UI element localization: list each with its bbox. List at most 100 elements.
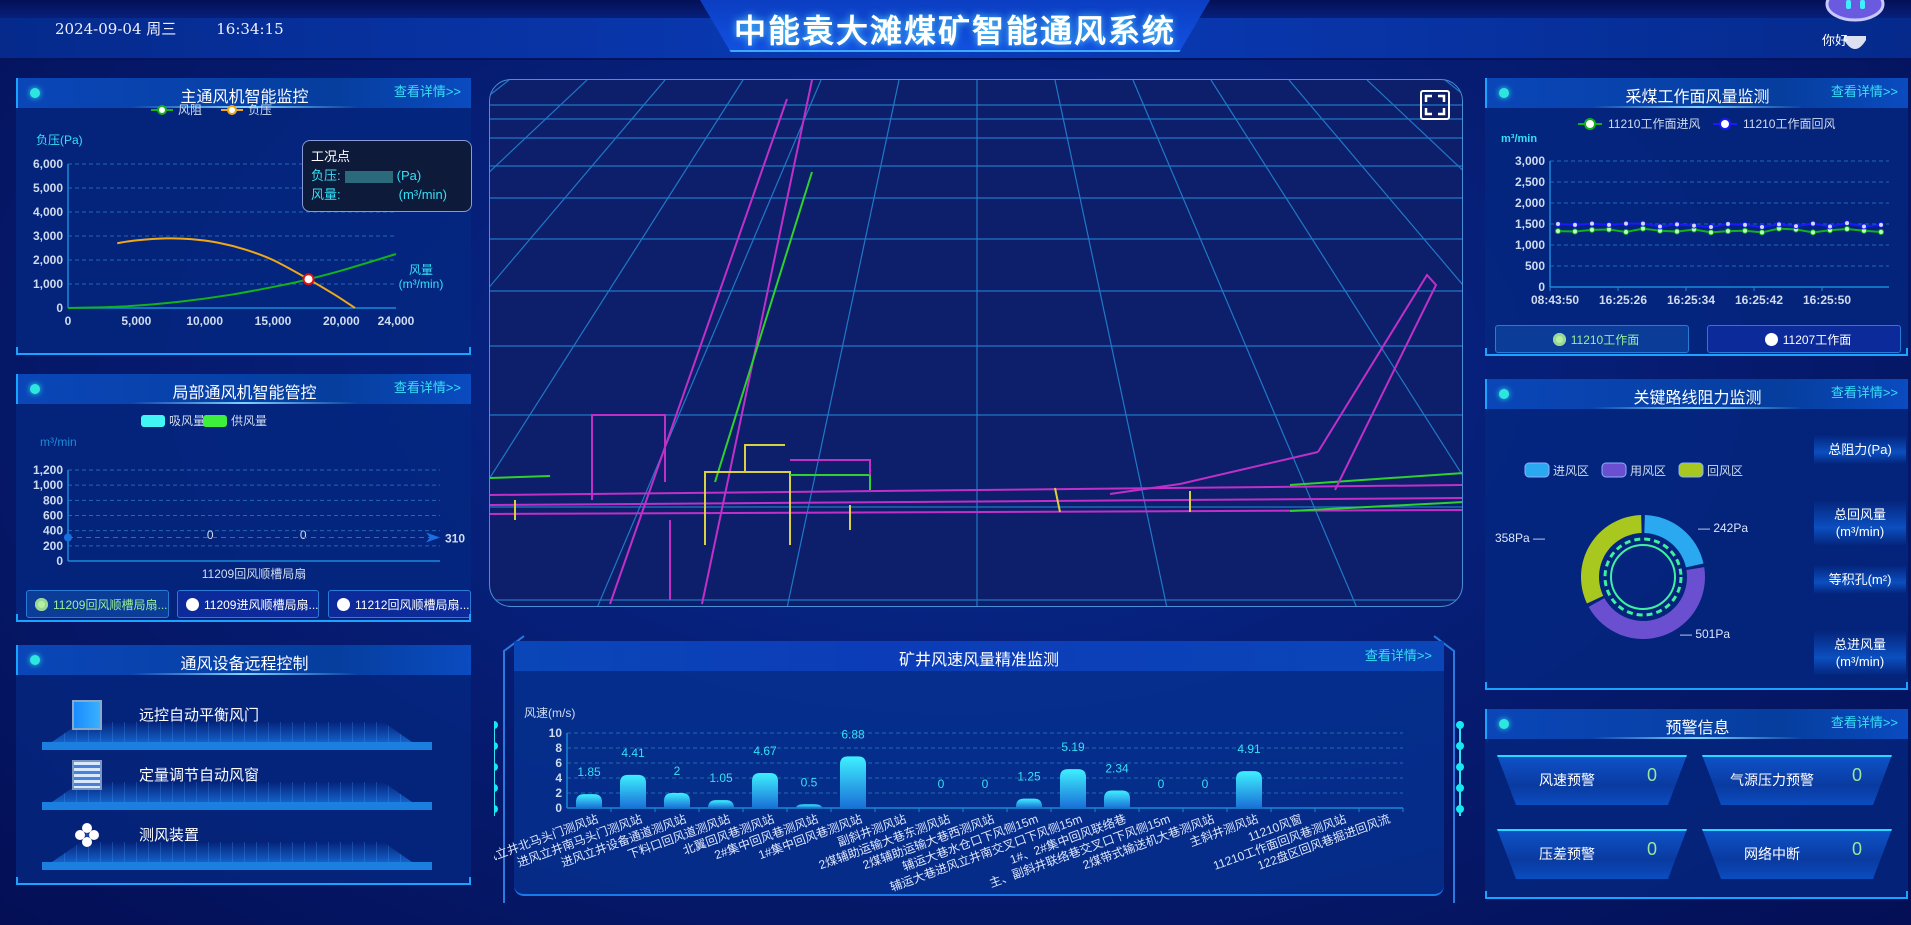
local-fan-panel: 局部通风机智能管控 查看详情>> m³/min 0 200 400 600 800 1,000…: [16, 374, 471, 622]
main-fan-panel: 主通风机智能监控 查看详情>> 负压(Pa) 0 1,000 2,000 3,000 4,0…: [16, 78, 472, 355]
warning-air-pressure[interactable]: 气源压力预警 0: [1702, 755, 1892, 805]
y-tick-label: 1,000: [1515, 238, 1545, 252]
slice-label: — 501Pa: [1680, 627, 1730, 641]
bar-value-label: 0: [982, 777, 989, 791]
legend-label: 供风量: [231, 414, 267, 428]
data-point: [1606, 221, 1612, 228]
y-tick-label: 3,000: [33, 229, 63, 243]
mine-network-view[interactable]: [490, 80, 1463, 607]
data-point: [1589, 220, 1595, 227]
shaft-diagonal-1: [701, 80, 813, 605]
y-tick-label: 3,000: [1515, 154, 1545, 168]
bar: [796, 804, 822, 808]
slice-label: — 242Pa: [1698, 521, 1748, 535]
view-details-link[interactable]: 查看详情>>: [1830, 84, 1898, 99]
stat-total-intake-air: 总进风量 (m³/min): [1814, 630, 1906, 676]
legend-label: 11210工作面进风: [1608, 117, 1700, 131]
local-fan-button-1[interactable]: 11209进风顺槽局扇...: [177, 590, 319, 618]
control-item-label: 远控自动平衡风门: [139, 707, 260, 724]
data-point: [1572, 228, 1578, 235]
tooltip-pressure-unit: (Pa): [396, 168, 422, 183]
local-fan-button-0[interactable]: 11209回风顺槽局扇...: [26, 590, 169, 618]
date: 2024-09-04 周三: [55, 20, 177, 38]
panel-title: 局部通风机智能管控: [172, 385, 317, 402]
tunnel-green-east-2: [1289, 501, 1462, 512]
control-item-anemometer[interactable]: 测风装置: [42, 820, 432, 870]
bar: [620, 774, 646, 808]
warning-label: 气源压力预警: [1730, 772, 1814, 788]
map-grid-line: [1288, 80, 1462, 285]
bar-value-label: 4.41: [621, 746, 645, 760]
button-label: 11207工作面: [1782, 332, 1852, 347]
bar-value-label: 6.88: [841, 727, 865, 741]
x-axis-label-unit: (m³/min): [399, 277, 444, 291]
map-grid-line: [1210, 80, 1462, 476]
map-grid-line: [1444, 80, 1462, 95]
warning-label: 风速预警: [1539, 772, 1595, 788]
y-axis-label: m³/min: [1501, 133, 1537, 145]
view-details-link[interactable]: 查看详情>>: [1364, 648, 1432, 663]
face-button-11210[interactable]: 11210工作面: [1495, 325, 1689, 353]
datetime: 2024-09-04 周三 16:34:15: [55, 18, 284, 39]
control-item-window[interactable]: 定量调节自动风窗: [42, 760, 432, 810]
view-details-link[interactable]: 查看详情>>: [393, 84, 461, 99]
fullscreen-button[interactable]: [1420, 90, 1450, 120]
x-tick-label: 16:25:26: [1599, 293, 1647, 307]
stat-total-resistance: 总阻力(Pa): [1814, 435, 1906, 464]
y-axis-label: 风速(m/s): [524, 706, 575, 720]
data-point: [1742, 221, 1748, 228]
shaft-diagonal-2: [609, 98, 788, 605]
control-item-door[interactable]: 远控自动平衡风门: [42, 700, 432, 750]
stat-equivalent-orifice: 等积孔(m²): [1814, 565, 1906, 594]
warning-wind-speed[interactable]: 风速预警 0: [1497, 755, 1687, 805]
bar: [708, 800, 734, 808]
shaft-diagonal-green: [714, 171, 813, 483]
wind-speed-panel: 矿井风速风量精准监测 查看详情>> 风速(m/s) 0 2 4 6 8 10 1.85 进风立井…: [494, 631, 1464, 903]
data-point: [1674, 221, 1680, 228]
bar-value-label: 0.5: [801, 775, 818, 789]
warning-count: 0: [1646, 765, 1657, 785]
radio-icon: [1552, 332, 1566, 346]
legend-label: 负压: [248, 103, 272, 117]
robot-icon: [1825, 0, 1885, 49]
mine-3d-map[interactable]: [489, 79, 1463, 607]
legend-label: 回风区: [1707, 464, 1743, 478]
local-fan-button-2[interactable]: 11212回风顺槽局扇...: [328, 590, 471, 618]
warning-network[interactable]: 网络中断 0: [1702, 829, 1892, 879]
assistant-robot-button[interactable]: 你好: [1820, 0, 1890, 58]
view-details-link[interactable]: 查看详情>>: [1830, 715, 1898, 730]
x-axis-label: 风量: [409, 263, 433, 277]
status-dot-icon: [1499, 389, 1509, 399]
map-grid-line: [1054, 80, 1168, 606]
tunnel-yellow-block: [704, 471, 791, 545]
view-details-link[interactable]: 查看详情>>: [1830, 385, 1898, 400]
control-item-label: 测风装置: [139, 827, 200, 844]
y-tick-label: 5,000: [33, 181, 63, 195]
remote-control-panel: 通风设备远程控制 远控自动平衡风门 定量调节自动风窗 测风装置: [16, 645, 471, 885]
warnings-panel: 预警信息 查看详情>> 风速预警 0 气源压力预警 0 压差预警 0 网络中断 0: [1485, 709, 1908, 899]
button-label: 11212回风顺槽局扇...: [355, 597, 470, 612]
window-icon: [72, 760, 102, 790]
panel-title: 通风设备远程控制: [180, 656, 309, 673]
x-tick-label: 0: [65, 314, 72, 328]
legend-marker: [157, 105, 167, 115]
x-tick-label: 16:25:42: [1735, 293, 1783, 307]
tunnel-green-east: [1289, 472, 1462, 486]
data-point: [1776, 221, 1782, 228]
data-point: [1810, 220, 1816, 227]
panel-title: 预警信息: [1665, 720, 1730, 737]
map-grid-line: [597, 80, 822, 606]
y-tick-label: 400: [43, 524, 63, 538]
bar: [1060, 769, 1086, 808]
view-details-link[interactable]: 查看详情>>: [393, 380, 461, 395]
x-tick-label: 20,000: [323, 314, 360, 328]
button-label: 11210工作面: [1570, 332, 1640, 347]
status-dot-icon: [30, 655, 40, 665]
warning-pressure-diff[interactable]: 压差预警 0: [1497, 829, 1687, 879]
data-point: [1742, 227, 1748, 234]
tunnel-yellow-4: [1054, 487, 1061, 513]
data-point: [1878, 228, 1884, 235]
face-button-11207[interactable]: 11207工作面: [1707, 325, 1901, 353]
bar-value-label: 0: [207, 528, 214, 542]
